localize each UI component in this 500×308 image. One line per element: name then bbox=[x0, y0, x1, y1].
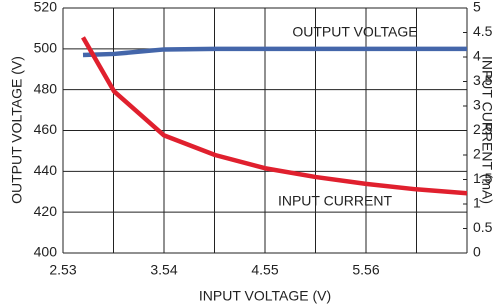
y2-tick-label: 4 bbox=[473, 48, 481, 64]
y2-tick-label: 2.5 bbox=[473, 121, 493, 137]
y2-tick-label: 1 bbox=[473, 195, 481, 211]
x-axis-label: INPUT VOLTAGE (V) bbox=[199, 288, 331, 304]
y-tick-label: 460 bbox=[34, 121, 58, 137]
y-tick-label: 420 bbox=[34, 203, 58, 219]
x-tick-label: 4.55 bbox=[251, 262, 278, 278]
y2-tick-label: 2 bbox=[473, 146, 481, 162]
x-tick-label: 3.54 bbox=[150, 262, 177, 278]
y2-tick-label: 4.5 bbox=[473, 23, 493, 39]
series-label: INPUT CURRENT bbox=[278, 193, 393, 209]
y-tick-label: 400 bbox=[34, 244, 58, 260]
x-tick-label: 5.56 bbox=[352, 262, 379, 278]
y2-tick-label: 3 bbox=[473, 97, 481, 113]
y-axis-label: OUTPUT VOLTAGE (V) bbox=[9, 56, 25, 204]
series-line bbox=[81, 36, 468, 196]
y2-tick-label: 1.5 bbox=[473, 170, 493, 186]
y2-tick-label: 5 bbox=[473, 0, 481, 15]
x-tick-label: 2.53 bbox=[49, 262, 76, 278]
y-tick-label: 440 bbox=[34, 162, 58, 178]
y2-tick-label: 0 bbox=[473, 244, 481, 260]
y-tick-label: 480 bbox=[34, 80, 58, 96]
y2-axis-label: INPUT CURRENT (mA) bbox=[479, 56, 495, 204]
y-tick-label: 500 bbox=[34, 40, 58, 56]
series-label: OUTPUT VOLTAGE bbox=[292, 24, 417, 40]
y2-tick-label: 0.5 bbox=[473, 219, 493, 235]
y2-tick-label: 3.5 bbox=[473, 72, 493, 88]
y-tick-label: 520 bbox=[34, 0, 58, 15]
series-line bbox=[82, 46, 467, 58]
